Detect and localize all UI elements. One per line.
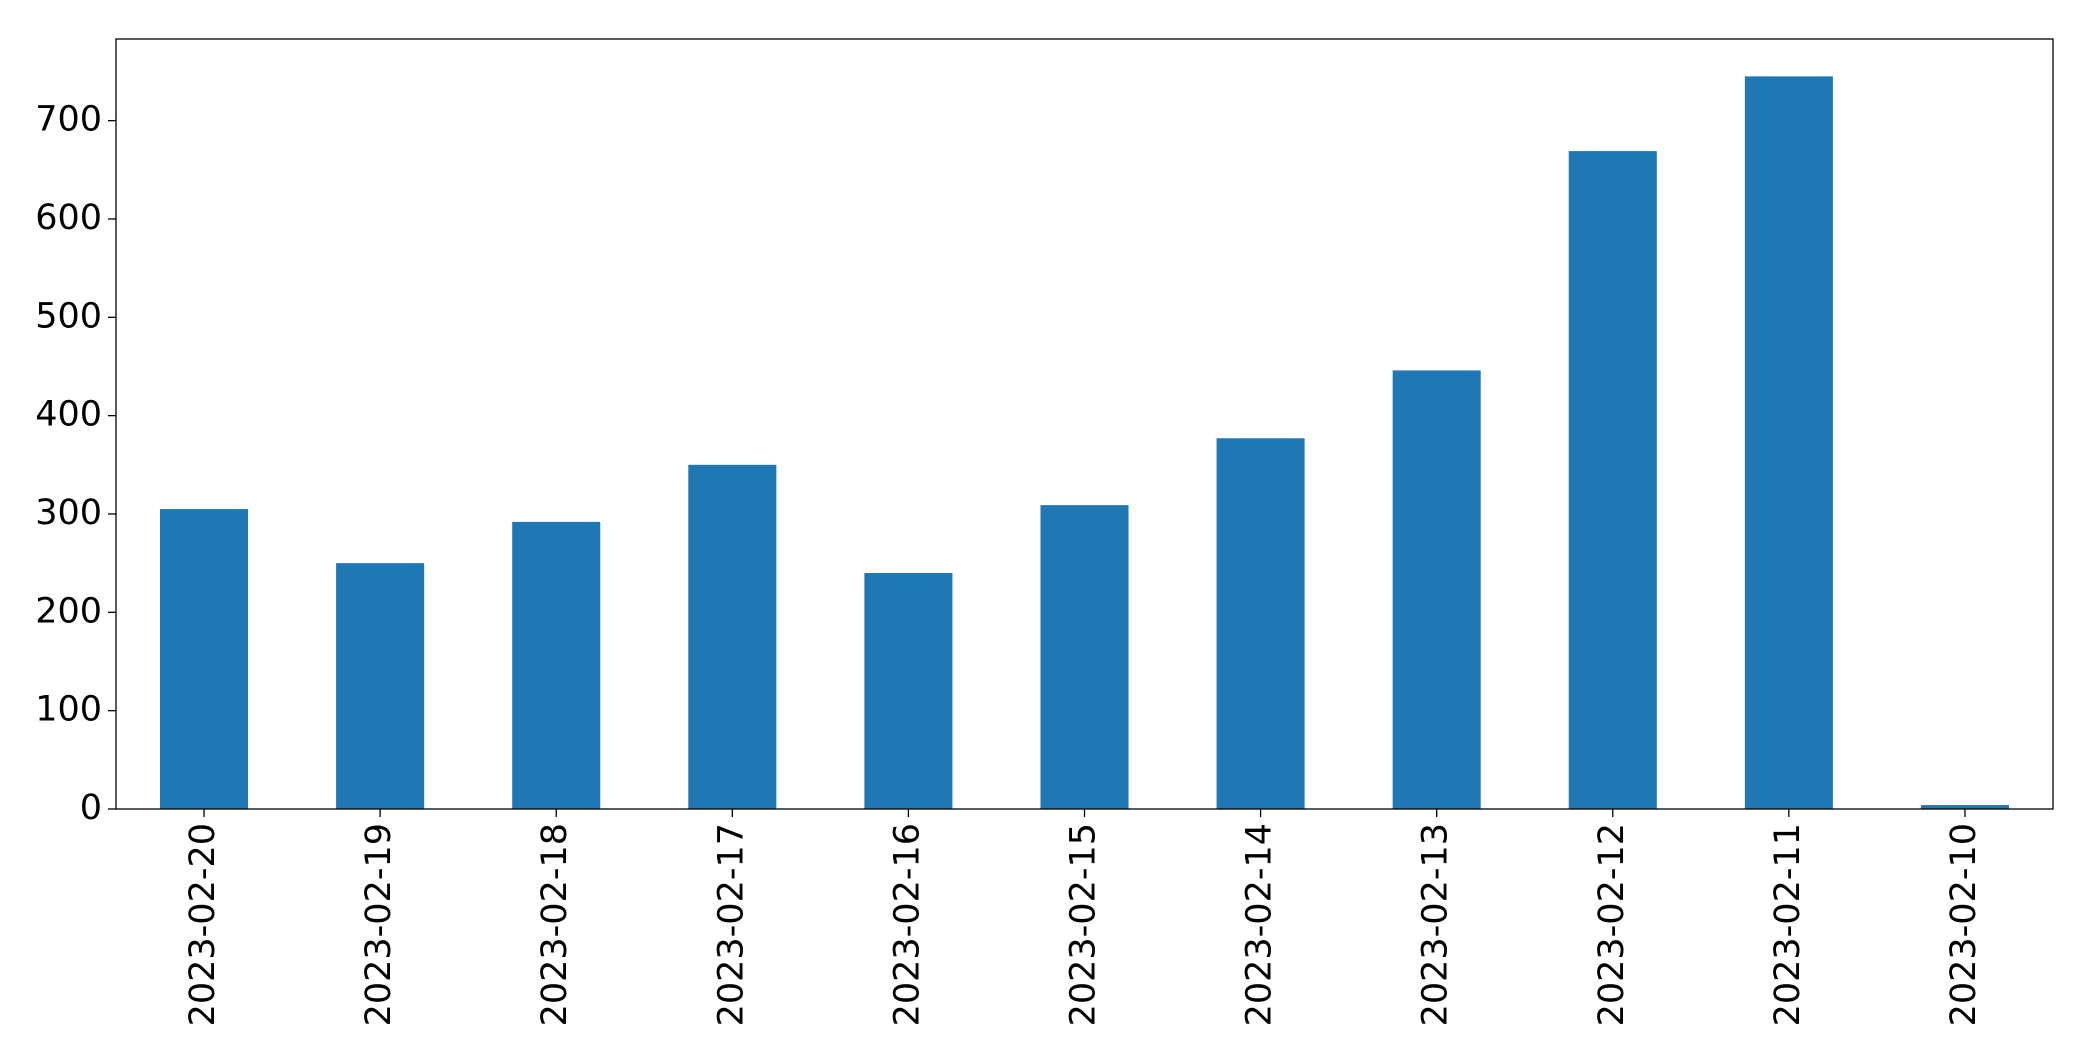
x-tick-label: 2023-02-20 — [183, 823, 223, 1026]
plot-frame — [115, 38, 2054, 810]
x-tick-label: 2023-02-12 — [1592, 823, 1632, 1026]
x-tick-label: 2023-02-14 — [1240, 823, 1280, 1026]
bar — [336, 563, 425, 809]
bar — [1920, 805, 2009, 809]
bar — [1040, 505, 1129, 809]
bar — [160, 509, 249, 809]
y-tick-label: 0 — [80, 788, 102, 828]
y-tick-label: 100 — [35, 690, 102, 730]
x-tick-label: 2023-02-10 — [1944, 823, 1984, 1026]
bar — [1392, 370, 1481, 809]
x-tick-label: 2023-02-17 — [711, 823, 751, 1026]
bar — [864, 572, 953, 809]
x-tick-label: 2023-02-13 — [1416, 823, 1456, 1026]
bar — [1744, 76, 1833, 810]
y-tick-label: 300 — [35, 493, 102, 533]
bar — [688, 464, 777, 809]
y-tick-label: 200 — [35, 591, 102, 631]
x-tick-label: 2023-02-11 — [1768, 823, 1808, 1026]
bar — [1568, 151, 1657, 809]
x-tick-label: 2023-02-18 — [535, 823, 575, 1026]
x-tick-label: 2023-02-19 — [359, 823, 399, 1026]
x-tick-label: 2023-02-16 — [887, 823, 927, 1026]
bar — [512, 521, 601, 809]
y-tick-label: 400 — [35, 395, 102, 435]
y-tick-label: 700 — [35, 100, 102, 140]
y-tick-label: 600 — [35, 198, 102, 238]
x-tick-label: 2023-02-15 — [1064, 823, 1104, 1026]
bar — [1216, 438, 1305, 809]
y-tick-label: 500 — [35, 296, 102, 336]
